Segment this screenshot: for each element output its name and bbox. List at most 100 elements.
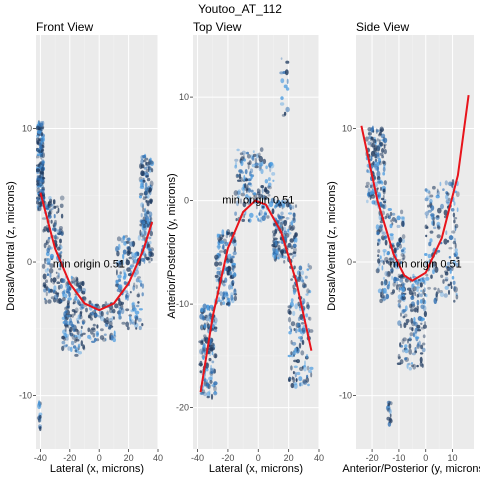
data-point xyxy=(384,271,389,277)
data-point xyxy=(419,293,423,298)
data-point xyxy=(146,200,150,207)
data-point xyxy=(298,271,301,277)
data-point xyxy=(112,337,117,343)
data-point xyxy=(277,203,283,207)
data-point xyxy=(50,296,56,300)
data-point xyxy=(404,357,408,361)
data-point xyxy=(287,308,291,315)
data-point xyxy=(420,326,425,330)
data-point xyxy=(389,211,393,217)
data-point xyxy=(128,256,132,260)
data-point xyxy=(424,188,428,192)
data-point xyxy=(53,227,57,232)
data-point xyxy=(118,284,123,290)
data-point xyxy=(383,200,387,204)
data-point xyxy=(264,179,269,184)
data-point xyxy=(377,194,380,198)
data-point xyxy=(446,261,451,266)
data-point xyxy=(414,307,417,312)
data-point xyxy=(288,376,292,382)
data-point xyxy=(114,303,119,309)
data-point xyxy=(233,288,237,295)
data-point xyxy=(383,180,387,186)
data-point xyxy=(439,181,442,187)
data-point xyxy=(36,153,40,156)
data-point xyxy=(198,340,203,344)
data-point xyxy=(219,234,224,240)
x-axis-label: Anterior/Posterior (y, microns) xyxy=(342,463,480,475)
data-point xyxy=(219,237,223,240)
data-point xyxy=(199,313,204,320)
data-point xyxy=(41,166,46,171)
data-point xyxy=(239,152,244,156)
data-point xyxy=(45,291,48,297)
panel-1: Front View -40 -20 0 20 40 -10 0 10 min origin 0.… xyxy=(5,20,163,475)
data-point xyxy=(255,215,258,218)
data-point xyxy=(137,317,142,322)
data-point xyxy=(43,226,47,232)
data-point xyxy=(291,341,297,346)
data-point xyxy=(142,197,146,200)
data-point xyxy=(384,279,388,286)
data-point xyxy=(59,195,65,201)
data-point xyxy=(218,261,223,266)
data-point xyxy=(136,304,140,308)
data-point xyxy=(452,259,457,266)
data-point xyxy=(373,160,378,167)
data-point xyxy=(257,219,261,222)
data-point xyxy=(376,154,380,160)
data-point xyxy=(37,402,42,410)
data-point xyxy=(205,337,209,341)
data-point xyxy=(377,254,380,257)
panel-3: Side View -20 -10 0 10 -10 0 10 min origin 0.51 A… xyxy=(326,20,480,475)
x-tick-label: 10 xyxy=(448,453,458,463)
data-point xyxy=(372,161,375,166)
data-point xyxy=(380,281,384,286)
data-point xyxy=(145,161,150,166)
data-point xyxy=(106,310,109,316)
data-point xyxy=(82,346,86,351)
data-point xyxy=(453,286,458,293)
data-point xyxy=(420,304,425,310)
data-point xyxy=(382,249,387,253)
data-point xyxy=(453,217,458,220)
data-point xyxy=(408,366,412,371)
data-point xyxy=(135,284,138,289)
data-point xyxy=(41,159,45,166)
data-point xyxy=(116,288,121,292)
data-point xyxy=(443,238,448,245)
data-point xyxy=(420,289,423,293)
data-point xyxy=(264,186,267,192)
data-point xyxy=(448,289,450,295)
data-point xyxy=(371,125,374,132)
data-point xyxy=(100,316,105,322)
data-point xyxy=(205,317,210,322)
data-point xyxy=(281,114,286,117)
data-point xyxy=(281,199,284,203)
data-point xyxy=(383,236,386,241)
data-point xyxy=(376,187,379,190)
data-point xyxy=(118,306,122,310)
data-point xyxy=(126,326,130,331)
data-point xyxy=(382,260,385,265)
data-point xyxy=(234,158,239,162)
data-point xyxy=(53,294,59,300)
data-point xyxy=(144,190,148,195)
data-point xyxy=(287,316,292,323)
data-point xyxy=(377,133,382,137)
data-point xyxy=(75,336,78,340)
data-point xyxy=(38,143,43,147)
data-point xyxy=(85,307,88,313)
data-point xyxy=(397,294,402,300)
data-point xyxy=(125,308,130,312)
data-point xyxy=(52,222,56,228)
data-point xyxy=(126,246,132,253)
data-point xyxy=(445,230,448,235)
data-point xyxy=(240,198,242,205)
data-point xyxy=(249,212,254,218)
data-point xyxy=(199,360,203,367)
data-point xyxy=(146,257,150,261)
data-point xyxy=(258,166,262,172)
data-point xyxy=(145,199,148,203)
data-point xyxy=(430,213,435,217)
